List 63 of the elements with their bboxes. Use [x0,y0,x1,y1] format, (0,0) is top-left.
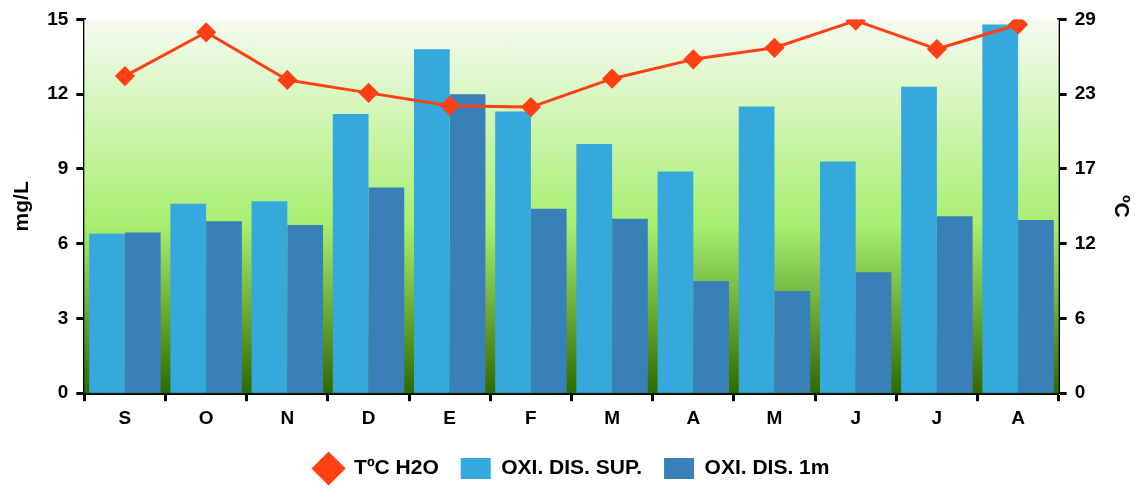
point [196,22,216,42]
bar [368,187,405,393]
bar [124,232,161,393]
y2-tick-label: 17 [1074,157,1096,179]
y2-tick-label: 12 [1074,231,1096,253]
x-tick-label: O [198,406,214,428]
bar [287,224,324,393]
bar [170,203,207,393]
bar [693,281,730,393]
x-tick-label: N [280,406,295,428]
legend-label: OXI. DIS. SUP. [501,455,643,479]
bar [576,144,613,393]
bar [1018,220,1054,393]
bar [657,171,694,393]
bar [982,24,1019,393]
point [440,96,460,116]
point [521,97,541,117]
legend-label: TºC H2O [354,455,439,479]
x-tick-label: S [118,406,132,428]
bar [332,114,369,393]
bar [901,86,937,393]
bar [738,106,775,393]
y-axis-title: mg/L [9,181,33,232]
x-tick-label: M [604,406,621,428]
bar [819,161,856,393]
bar [855,272,892,393]
legend-label: OXI. DIS. 1m [704,455,830,479]
x-tick-label: E [443,406,457,428]
y2-tick-label: 23 [1074,82,1096,104]
y2-tick-label: 29 [1074,7,1096,29]
bar [206,221,242,393]
y-tick-label: 15 [47,7,69,29]
point [927,39,947,59]
x-tick-label: D [361,406,376,428]
x-tick-label: A [686,406,701,428]
x-tick-label: M [766,406,783,428]
bar [936,216,973,393]
bar [89,233,125,393]
y-tick-label: 9 [57,157,69,179]
point [764,38,784,58]
bar [413,49,450,393]
y-tick-label: 0 [57,381,69,403]
y2-axis-title: ºC [1110,194,1134,218]
x-tick-label: J [850,406,861,428]
x-tick-label: F [525,406,537,428]
bar [774,291,811,393]
point [359,83,379,103]
point [602,69,622,89]
y-tick-label: 6 [57,231,69,253]
bar [612,218,648,393]
point [277,70,297,90]
point [683,49,703,69]
bar [495,111,531,393]
y2-tick-label: 0 [1074,381,1086,403]
point [115,66,135,86]
x-tick-label: A [1011,406,1026,428]
bar [449,94,486,393]
y-tick-label: 12 [47,82,69,104]
y-tick-label: 3 [57,306,69,328]
x-tick-label: J [931,406,943,428]
bar [251,201,288,393]
bar [530,208,567,393]
y2-tick-label: 6 [1074,306,1086,328]
